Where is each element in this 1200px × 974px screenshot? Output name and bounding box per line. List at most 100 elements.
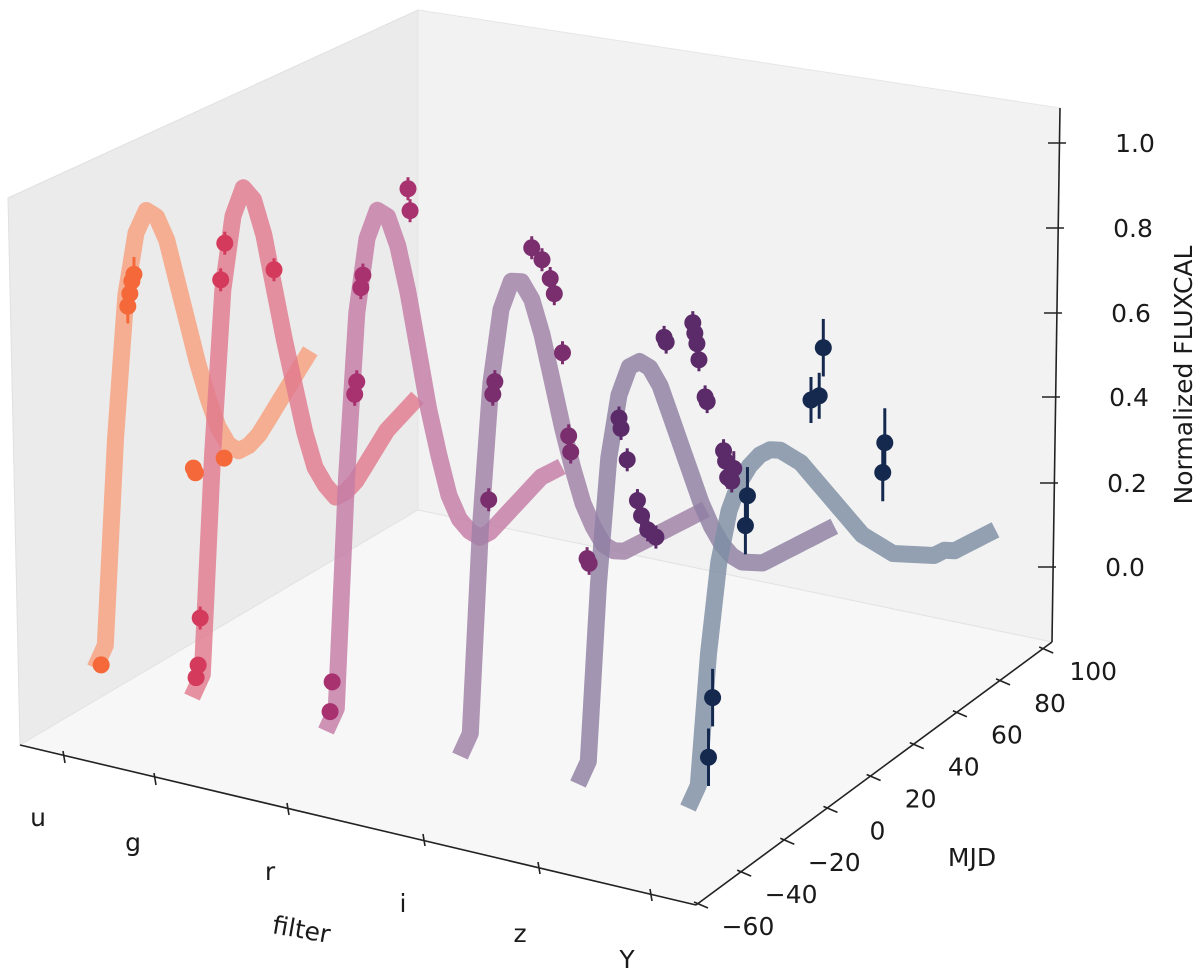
y-tick-mark — [1038, 646, 1054, 654]
z-tick-label: 1.0 — [1115, 129, 1155, 158]
axes-lines — [19, 107, 1061, 906]
x-tick-label: i — [400, 889, 407, 918]
data-point-Y — [736, 517, 754, 535]
data-point-Y — [876, 434, 894, 452]
data-point-g — [187, 669, 205, 687]
data-point-g — [212, 271, 230, 289]
y-axis-line — [695, 641, 1053, 906]
x-tick-label: Y — [618, 945, 635, 974]
z-tick-label: 0.0 — [1105, 553, 1145, 582]
data-point-i — [554, 344, 571, 362]
data-point-r — [401, 202, 419, 220]
data-point-i — [562, 443, 580, 461]
model-curve-r — [318, 201, 566, 735]
data-point-i — [480, 491, 498, 509]
model-curve-z — [570, 353, 839, 788]
data-point-z — [618, 451, 636, 469]
data-point-i — [545, 285, 563, 303]
y-tick-label: 60 — [991, 721, 1023, 750]
data-point-u — [215, 449, 233, 467]
observation-points — [92, 177, 894, 786]
x-tick-mark — [649, 888, 653, 902]
y-tick-mark — [995, 678, 1011, 686]
data-point-z — [690, 351, 708, 369]
data-point-z — [628, 492, 646, 510]
y-tick-mark — [909, 741, 925, 750]
y-tick-mark — [952, 709, 968, 718]
data-point-Y — [700, 748, 717, 766]
data-point-i — [541, 270, 559, 288]
x-tick-label: u — [30, 803, 46, 832]
data-point-z — [647, 528, 665, 546]
z-tick-label: 0.6 — [1111, 299, 1151, 328]
data-point-u — [186, 464, 204, 482]
x-tick-mark — [537, 861, 541, 875]
y-tick-mark — [736, 869, 752, 877]
y-tick-mark — [779, 837, 795, 845]
data-point-r — [323, 673, 341, 691]
data-point-r — [321, 703, 339, 721]
y-tick-label: −40 — [765, 880, 818, 909]
y-tick-label: −20 — [808, 848, 861, 877]
axis-labels: filter MJD Normalized FLUXCAL — [270, 245, 1198, 949]
data-point-g — [189, 656, 207, 674]
y-tick-label: 40 — [948, 753, 980, 782]
data-point-g — [216, 234, 234, 252]
data-point-i — [580, 554, 598, 572]
data-point-r — [348, 373, 366, 391]
model-curve-u — [87, 202, 318, 672]
data-point-Y — [738, 487, 756, 505]
model-curve-i — [452, 272, 710, 760]
y-tick-label: −60 — [722, 912, 775, 941]
data-point-r — [346, 385, 364, 403]
y-tick-label: 20 — [905, 784, 937, 813]
x-tick-label: g — [125, 828, 141, 857]
y-tick-label: 100 — [1069, 657, 1117, 686]
y-axis-title: MJD — [948, 843, 996, 872]
z-tick-label: 0.8 — [1113, 214, 1153, 243]
data-point-r — [352, 279, 370, 297]
data-point-u — [125, 265, 143, 283]
x-tick-mark — [422, 833, 426, 847]
data-point-z — [723, 472, 741, 490]
data-point-Y — [810, 387, 828, 405]
x-axis-line — [19, 744, 697, 906]
data-point-i — [486, 373, 504, 391]
z-axis-title: Normalized FLUXCAL — [1169, 245, 1198, 504]
y-tick-mark — [823, 805, 838, 814]
y-tick-mark — [866, 773, 881, 782]
data-point-Y — [874, 464, 892, 481]
data-point-z — [612, 419, 630, 437]
x-tick-mark — [286, 802, 290, 816]
data-point-u — [92, 656, 110, 674]
x-axis-title: filter — [270, 910, 333, 949]
data-point-r — [399, 180, 417, 198]
data-point-g — [191, 609, 209, 627]
x-tick-mark — [62, 750, 66, 764]
data-point-i — [560, 427, 578, 445]
z-axis-line — [1051, 107, 1061, 643]
x-tick-label: z — [513, 919, 526, 948]
data-point-z — [633, 507, 651, 525]
axes-panes — [7, 9, 1061, 906]
data-point-r — [354, 266, 372, 284]
y-tick-label: 0 — [870, 816, 886, 845]
data-point-z — [657, 333, 675, 351]
data-point-g — [265, 261, 283, 279]
data-point-i — [484, 385, 502, 403]
data-point-z — [698, 393, 716, 411]
z-tick-label: 0.4 — [1109, 383, 1149, 412]
y-tick-mark — [693, 901, 709, 909]
y-tick-label: 80 — [1034, 689, 1066, 718]
z-tick-label: 0.2 — [1107, 469, 1147, 498]
data-point-Y — [814, 339, 832, 357]
x-tick-mark — [153, 772, 157, 786]
data-point-u — [119, 297, 137, 315]
data-point-i — [523, 239, 541, 257]
data-point-z — [688, 335, 706, 353]
data-point-z — [725, 459, 743, 477]
data-point-Y — [704, 689, 722, 707]
